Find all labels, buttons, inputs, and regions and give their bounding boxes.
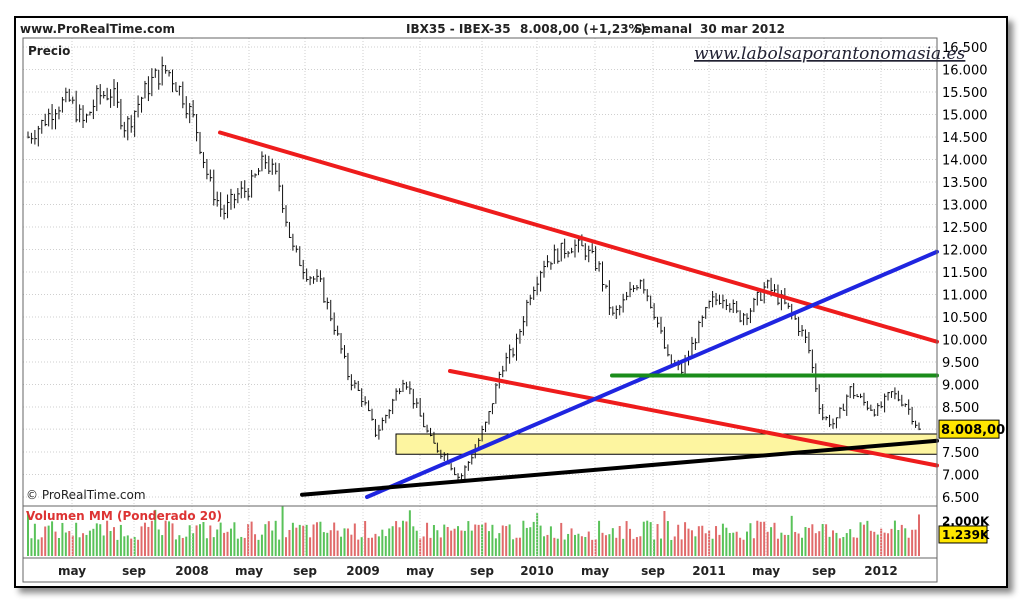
x-tick-label: sep xyxy=(470,564,494,578)
current-price-box xyxy=(938,419,1000,439)
y-tick-label: 15.000 xyxy=(942,109,988,124)
symbol-label: IBX35 - IBEX-35 xyxy=(406,22,511,36)
y-tick-label: 14.500 xyxy=(942,131,988,146)
y-tick-label: 7.000 xyxy=(942,469,979,484)
quote-label: 8.008,00 (+1,23%) xyxy=(520,22,647,36)
y-tick-label: 9.500 xyxy=(942,356,979,371)
y-tick-label: 9.000 xyxy=(942,379,979,394)
date-axis-border xyxy=(22,557,938,583)
volume-panel-label: Volumen MM (Ponderado 20) xyxy=(26,509,222,523)
x-tick-label: 2010 xyxy=(520,564,553,578)
lower-red-trendline xyxy=(448,369,939,468)
y-tick-label: 11.500 xyxy=(942,266,988,281)
chart-frame: www.ProRealTime.com IBX35 - IBEX-35 8.00… xyxy=(14,16,1008,588)
x-tick-label: may xyxy=(406,564,434,578)
y-tick-label: 12.500 xyxy=(942,221,988,236)
price-volume-chart: 16.500 16.000 15.500 15.000 14.500 14.000 13.5… xyxy=(22,37,1005,583)
y-tick-label: 13.500 xyxy=(942,176,988,191)
current-volume-box xyxy=(938,525,988,544)
x-tick-label: sep xyxy=(293,564,317,578)
x-tick-label: sep xyxy=(641,564,665,578)
site-title: www.ProRealTime.com xyxy=(20,22,175,36)
x-tick-label: 2008 xyxy=(175,564,208,578)
x-tick-label: sep xyxy=(122,564,146,578)
y-tick-label: 16.500 xyxy=(942,41,988,56)
period-label: Semanal xyxy=(634,22,693,36)
x-tick-label: 2011 xyxy=(692,564,725,578)
y-tick-label: 15.500 xyxy=(942,86,988,101)
volume-tick-label: 2.000K xyxy=(942,514,990,528)
upper-red-trendline xyxy=(218,130,939,344)
y-tick-label: 10.500 xyxy=(942,311,988,326)
volume-tick-label: 1.239K xyxy=(942,528,990,542)
copyright-label: © ProRealTime.com xyxy=(26,488,146,502)
watermark-url: www.labolsaporantonomasia.es xyxy=(694,44,966,64)
y-tick-label: 10.000 xyxy=(942,334,988,349)
x-tick-label: may xyxy=(752,564,780,578)
y-tick-label: 11.000 xyxy=(942,289,988,304)
y-tick-label: 7.500 xyxy=(942,446,979,461)
x-tick-label: may xyxy=(58,564,86,578)
x-tick-label: may xyxy=(235,564,263,578)
y-tick-label: 14.000 xyxy=(942,154,988,169)
y-tick-label: 8.500 xyxy=(942,401,979,416)
x-tick-label: 2012 xyxy=(864,564,897,578)
x-tick-label: may xyxy=(581,564,609,578)
x-tick-label: 2009 xyxy=(346,564,379,578)
y-tick-label: 6.500 xyxy=(942,491,979,506)
price-panel-label: Precio xyxy=(28,44,70,58)
y-tick-label: 12.000 xyxy=(942,244,988,259)
x-tick-label: sep xyxy=(812,564,836,578)
black-support-line xyxy=(300,438,939,497)
y-tick-label: 16.000 xyxy=(942,64,988,79)
y-tick-label: 13.000 xyxy=(942,199,988,214)
date-label: 30 mar 2012 xyxy=(700,22,785,36)
y-tick-label: 8.008,00 xyxy=(941,423,1005,438)
